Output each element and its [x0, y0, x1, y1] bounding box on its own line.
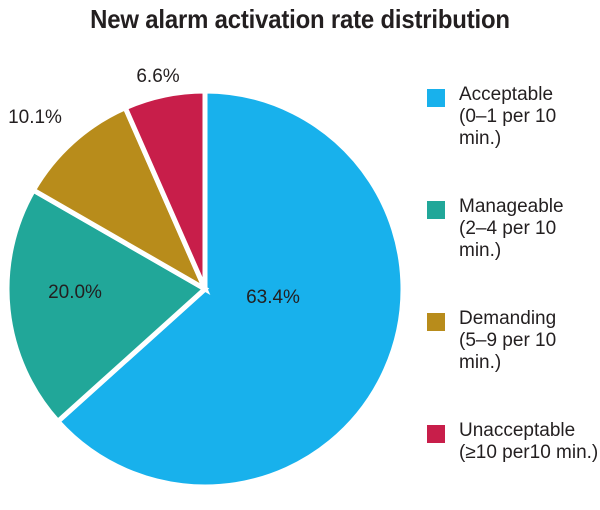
legend-range: (≥10 per10 min.) [459, 442, 599, 463]
legend-label-acceptable: Acceptable (0–1 per 10 min.) [459, 84, 599, 150]
chart-title: New alarm activation rate distribution [90, 4, 510, 34]
slice-label-demanding: 10.1% [8, 107, 62, 128]
legend-range: (0–1 per 10 min.) [459, 106, 557, 149]
legend-name: Manageable [459, 196, 564, 217]
legend-swatch-manageable [427, 201, 445, 219]
pie-slice-acceptable [54, 88, 406, 490]
legend-label-unacceptable: Unacceptable (≥10 per10 min.) [459, 420, 599, 464]
legend-label-manageable: Manageable (2–4 per 10 min.) [459, 196, 599, 262]
legend-range: (5–9 per 10 min.) [459, 330, 557, 373]
slice-label-acceptable: 63.4% [246, 287, 300, 308]
legend-swatch-acceptable [427, 89, 445, 107]
legend-name: Unacceptable [459, 420, 576, 441]
pie-slice-demanding [30, 104, 211, 295]
slice-label-manageable: 20.0% [48, 282, 102, 303]
legend-swatch-unacceptable [427, 425, 445, 443]
legend-name: Acceptable [459, 84, 554, 105]
legend-range: (2–4 per 10 min.) [459, 218, 557, 261]
slice-label-unacceptable: 6.6% [136, 66, 179, 87]
pie-slice-manageable [4, 186, 210, 425]
legend-name: Demanding [459, 308, 557, 329]
legend-swatch-demanding [427, 313, 445, 331]
pie-slice-unacceptable [122, 88, 208, 291]
legend-label-demanding: Demanding (5–9 per 10 min.) [459, 308, 599, 374]
